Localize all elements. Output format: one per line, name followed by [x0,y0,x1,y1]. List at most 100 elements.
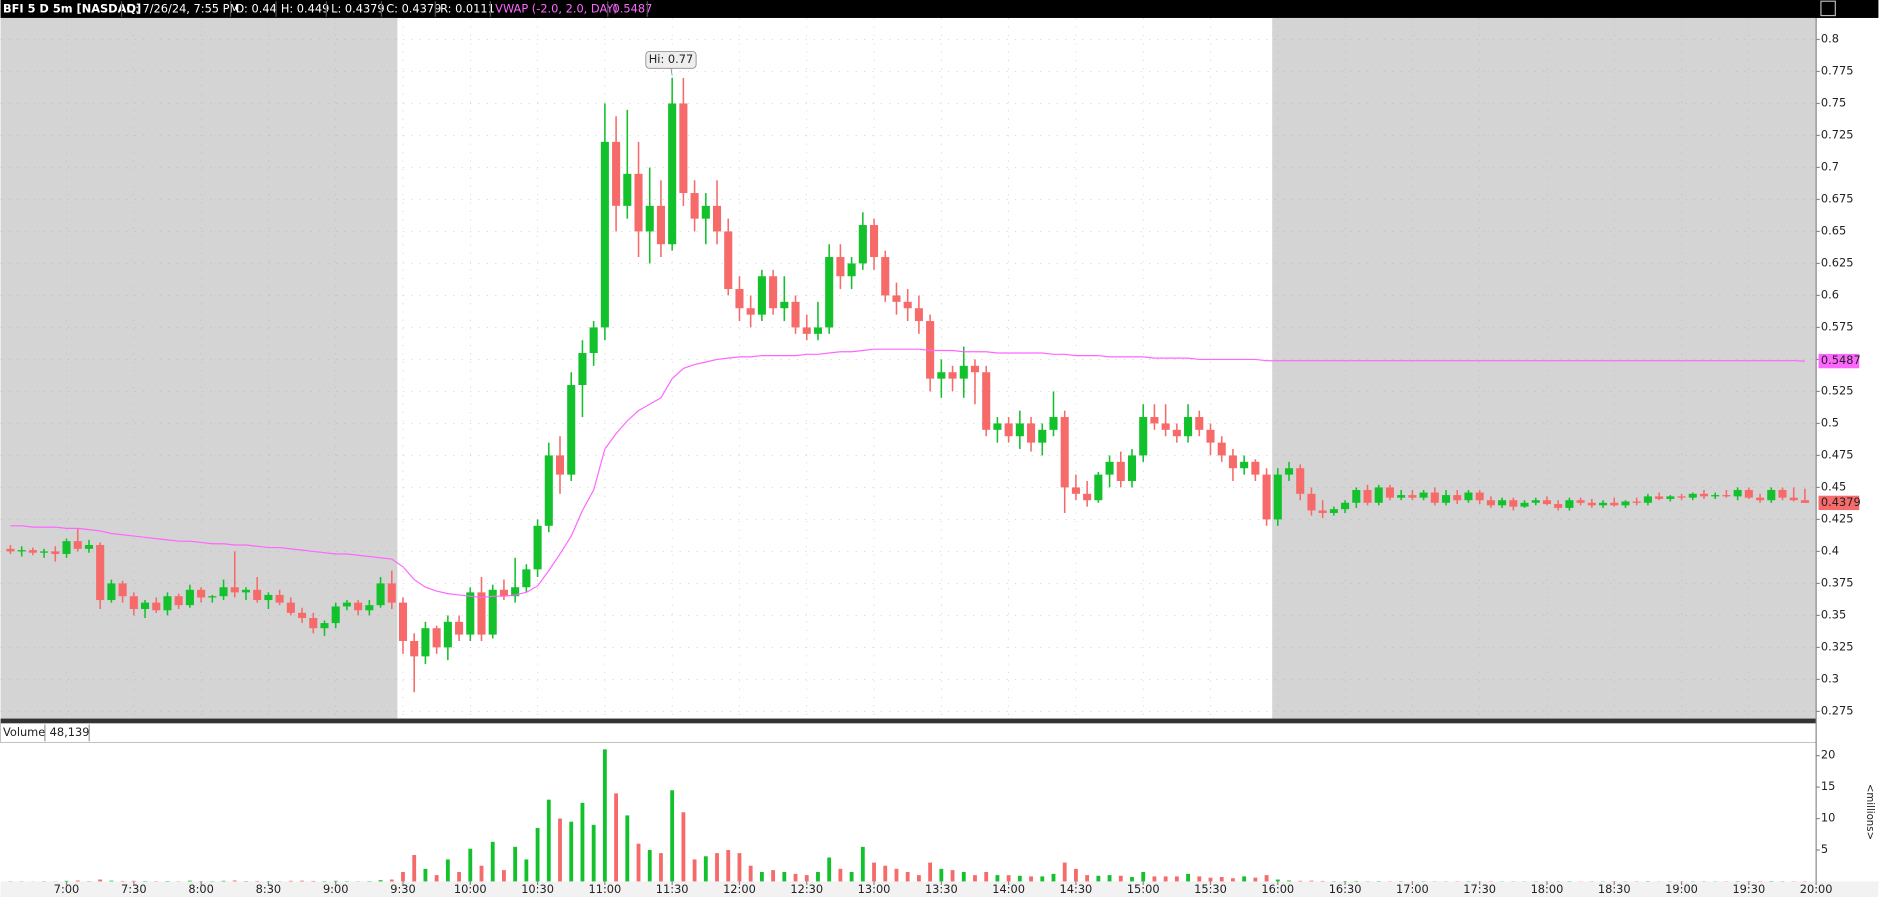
candle-body [668,103,677,245]
volume-bar [715,853,719,882]
x-tick-label: 11:00 [588,882,621,896]
candle-body [1475,492,1484,501]
volume-bar [771,870,776,882]
candle-body [129,596,138,610]
candle-body [264,594,273,601]
extended-hours-shade [0,17,398,719]
candle-body [903,301,912,309]
volume-bar [524,859,529,882]
candle-body [1733,489,1742,497]
x-tick-label: 8:00 [188,882,214,896]
volume-title: Volume [3,725,45,739]
volume-bar [1152,876,1157,882]
volume-bar [1208,877,1213,882]
volume-bar [928,862,933,882]
volume-bar [759,871,764,882]
candle-body [365,605,374,611]
x-tick-label: 13:00 [858,882,891,896]
x-tick-label: 14:00 [992,882,1025,896]
candle-body [1789,497,1798,501]
y-tick-label: 0.7 [1821,159,1839,173]
volume-bar [591,824,596,882]
candle-body [499,589,508,597]
volume-bar [109,880,114,882]
candle-body [544,455,553,526]
candle-body [466,592,475,635]
candle-body [690,193,699,219]
x-tick-label: 17:30 [1463,882,1496,896]
candle-body [1307,493,1316,511]
candle-body [1576,500,1585,503]
candle-body [1722,495,1731,497]
candle-body [746,308,755,315]
volume-bar [580,802,585,882]
candle-body [1587,502,1596,506]
volume-bar [1163,876,1168,882]
candle-body [398,602,408,641]
range-stat: R: 0.0111 [440,2,495,16]
candle-body [634,173,643,232]
candle-body [73,541,82,549]
candle-body [623,173,632,206]
candle-body [1341,502,1350,510]
candle-body [1352,489,1361,503]
candle-body [241,589,251,593]
candle-body [174,596,183,606]
y-tick-label: 0.375 [1821,575,1854,589]
candle-body [892,295,901,302]
volume-bar [1320,880,1325,882]
candle-body [1711,495,1720,497]
low-stat: L: 0.4379 [331,2,385,16]
x-tick-label: 9:00 [323,882,349,896]
volume-bar [726,849,731,882]
volume-bar [457,871,461,882]
volume-bar [827,857,832,882]
volume-bar [546,799,551,882]
vwap-badge-label: 0.5487 [1821,353,1861,367]
x-tick-label: 19:00 [1665,882,1698,896]
candle-body [1060,417,1069,488]
volume-bar [558,818,562,882]
candle-body [600,141,609,328]
volume-bar [502,870,506,882]
volume-bar [468,848,473,882]
candle-body [1004,423,1013,437]
volume-bar [98,879,103,882]
volume-bar [602,749,607,882]
x-tick-label: 15:00 [1127,882,1160,896]
settings-icon[interactable] [1820,0,1836,17]
candle-body [791,301,800,328]
candle-body [432,628,441,648]
candle-body [555,455,565,475]
volume-bar [434,875,439,882]
y-tick-label: 0.475 [1821,447,1854,461]
study-name: VWAP (-2.0, 2.0, DAY) [495,2,618,16]
volume-bar [490,841,495,882]
candle-body [1486,500,1495,506]
candle-body [769,276,778,309]
volume-unit: <millions> [1864,784,1875,840]
volume-bar [389,879,394,882]
volume-bar [1186,873,1190,882]
x-tick-label: 7:00 [54,882,80,896]
candle-body [1699,493,1709,497]
volume-bar [939,868,944,882]
candle-body [1161,423,1170,430]
candle-body [1363,489,1372,503]
candle-body [219,587,228,597]
candle-body [1666,496,1675,499]
y-tick-label: 0.45 [1821,479,1846,493]
volume-bar [1130,877,1134,882]
candle-body [1778,489,1787,498]
volume-bar [1219,877,1224,882]
candle-body [1296,468,1305,494]
candle-body [993,423,1002,430]
candle-body [612,141,621,206]
candle-body [1172,429,1181,437]
x-tick-label: 19:30 [1732,882,1765,896]
candle-body [1498,500,1507,506]
volume-bar [804,875,809,882]
y-tick-label: 0.725 [1821,127,1854,141]
volume-bar [311,880,316,882]
candle-body [1554,504,1563,508]
